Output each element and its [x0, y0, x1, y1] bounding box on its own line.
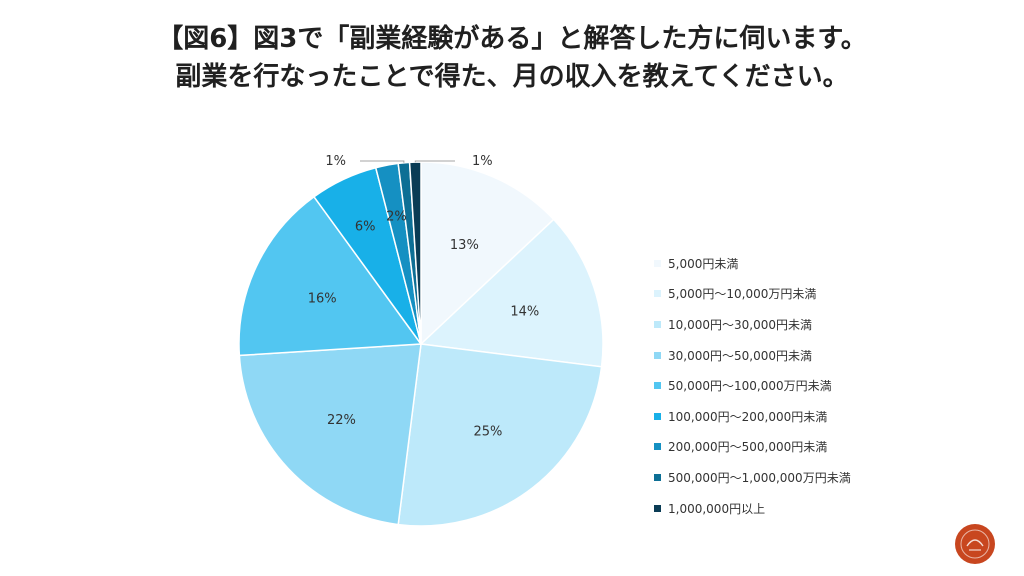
legend-item: 5,000円～10,000万円未満: [654, 279, 851, 310]
leader-line-7: [360, 160, 405, 163]
slice-label-4: 16%: [308, 292, 337, 307]
legend-label: 50,000円～100,000万円未満: [668, 379, 832, 394]
chart-title-line-2: 副業を行なったことで得た、月の収入を教えてください。: [175, 62, 849, 92]
legend-item: 5,000円未満: [654, 248, 851, 279]
legend-label: 5,000円未満: [668, 256, 739, 271]
circular-brand-logo-icon: [955, 524, 995, 564]
slice-label-0: 13%: [450, 238, 479, 253]
legend-swatch: [654, 473, 661, 481]
chart-legend: 5,000円未満 5,000円～10,000万円未満 10,000円～30,000円…: [654, 248, 851, 523]
legend-item: 50,000円～100,000万円未満: [654, 370, 851, 401]
legend-swatch: [654, 259, 661, 267]
slice-label-6: 2%: [386, 209, 407, 224]
slice-label-7: 1%: [325, 154, 346, 169]
slice-label-8: 1%: [472, 154, 493, 169]
leader-line-8: [414, 160, 455, 163]
pie-slice-3: [238, 343, 422, 526]
pie-slice-1: [419, 218, 604, 368]
slice-label-2: 25%: [473, 424, 502, 439]
legend-item: 500,000円～1,000,000万円未満: [654, 462, 851, 493]
legend-label: 500,000円～1,000,000万円未満: [668, 470, 851, 485]
legend-swatch: [654, 320, 661, 328]
legend-label: 5,000円～10,000万円未満: [668, 287, 817, 302]
legend-item: 100,000円～200,000円未満: [654, 401, 851, 432]
legend-swatch: [654, 382, 661, 390]
legend-swatch: [654, 504, 661, 512]
legend-label: 1,000,000円以上: [668, 501, 766, 516]
chart-title-line-1: 【図6】図3で「副業経験がある」と解答した方に伺います。: [157, 24, 867, 54]
slice-label-3: 22%: [327, 413, 356, 428]
legend-swatch: [654, 443, 661, 451]
legend-label: 10,000円～30,000円未満: [668, 317, 812, 332]
slice-label-5: 6%: [355, 219, 376, 234]
legend-swatch: [654, 351, 661, 359]
legend-label: 30,000円～50,000円未満: [668, 348, 812, 363]
legend-item: 200,000円～500,000円未満: [654, 432, 851, 463]
legend-item: 1,000,000円以上: [654, 493, 851, 524]
legend-item: 10,000円～30,000円未満: [654, 309, 851, 340]
legend-label: 100,000円～200,000円未満: [668, 409, 828, 424]
legend-swatch: [654, 412, 661, 420]
legend-item: 30,000円～50,000円未満: [654, 340, 851, 371]
pie-slice-4: [238, 195, 423, 357]
pie-slice-0: [420, 161, 555, 346]
pie-slice-2: [397, 343, 603, 527]
slice-label-1: 14%: [510, 304, 539, 319]
legend-swatch: [654, 290, 661, 298]
legend-label: 200,000円～500,000円未満: [668, 440, 828, 455]
title-block: 【図6】図3で「副業経験がある」と解答した方に伺います。 副業を行なったことで得…: [0, 20, 1024, 96]
